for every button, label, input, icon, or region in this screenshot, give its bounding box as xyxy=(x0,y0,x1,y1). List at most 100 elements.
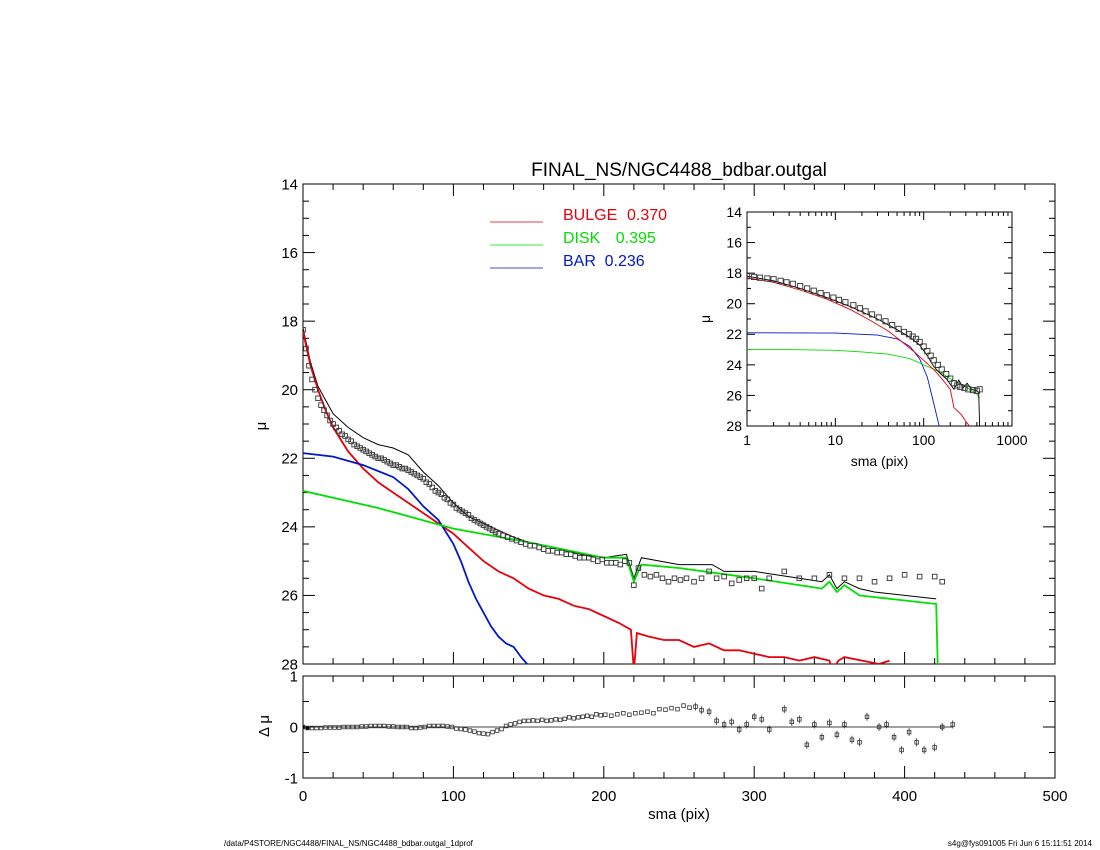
main-data-point xyxy=(312,386,318,393)
resid-y-tick-label: 0 xyxy=(290,719,298,736)
main-data-point xyxy=(527,542,533,549)
resid-data-point xyxy=(804,742,810,748)
resid-data-point xyxy=(585,713,590,718)
inset-data-point xyxy=(747,273,751,280)
resid-data-point xyxy=(580,714,585,719)
main-data-point xyxy=(635,565,642,571)
inset-y-tick-label: 22 xyxy=(726,326,742,342)
resid-data-point xyxy=(557,717,563,723)
main-y-tick-label: 14 xyxy=(281,176,298,193)
resid-data-point xyxy=(921,747,927,753)
main-data-point xyxy=(339,431,345,438)
resid-data-point xyxy=(789,719,794,725)
resid-data-point xyxy=(651,711,656,716)
resid-data-point xyxy=(327,725,333,730)
main-data-point xyxy=(387,460,393,467)
resid-data-point xyxy=(526,718,531,724)
main-data-point xyxy=(871,578,878,585)
resid-data-point xyxy=(767,727,772,732)
inset-data-point xyxy=(920,343,927,350)
resid-data-point xyxy=(309,725,315,731)
resid-data-point xyxy=(305,725,310,731)
main-data-point xyxy=(372,453,378,460)
main-data-point xyxy=(826,572,833,578)
main-data-point xyxy=(444,496,451,503)
resid-data-point xyxy=(594,712,599,717)
main-data-point xyxy=(706,568,712,575)
main-profile-panel: 14 16 18 20 22 24 26 28 μ xyxy=(253,176,1056,673)
main-data-point xyxy=(414,472,421,479)
inset-data-point xyxy=(856,305,864,312)
resid-data-point xyxy=(382,723,387,729)
main-data-point xyxy=(581,554,587,561)
inset-y-tick-label: 14 xyxy=(726,204,742,220)
inset-data-point xyxy=(810,287,817,294)
main-data-point xyxy=(348,438,354,444)
resid-data-point xyxy=(485,731,491,737)
main-data-point xyxy=(441,494,448,501)
inset-y-tick-label: 16 xyxy=(726,234,742,250)
resid-data-point xyxy=(535,718,540,724)
resid-data-point xyxy=(318,725,324,731)
resid-data-point xyxy=(884,722,889,727)
main-data-point xyxy=(554,549,560,556)
main-data-point xyxy=(438,491,445,498)
resid-data-point xyxy=(512,721,518,726)
inset-data-point xyxy=(764,275,771,282)
inset-data-point xyxy=(930,357,937,364)
inset-data-point xyxy=(850,302,857,309)
inset-data-point xyxy=(804,285,811,292)
legend-label-disk: DISK xyxy=(563,230,601,247)
main-data-point xyxy=(318,402,324,408)
resid-data-point xyxy=(729,719,734,725)
resid-data-point xyxy=(899,747,904,753)
main-y-tick-label: 26 xyxy=(281,588,298,605)
resid-data-point xyxy=(645,709,650,714)
main-data-point xyxy=(426,481,433,487)
main-y-tick-label: 28 xyxy=(281,656,298,673)
main-data-point xyxy=(306,362,312,369)
inset-x-tick-label: 100 xyxy=(912,432,936,448)
resid-data-point xyxy=(368,723,373,729)
main-data-point xyxy=(429,484,436,491)
resid-data-point xyxy=(782,706,787,712)
main-data-point xyxy=(354,443,360,450)
resid-data-point xyxy=(377,723,382,729)
inset-data-point xyxy=(895,325,902,332)
main-data-point xyxy=(489,527,496,534)
resid-data-point xyxy=(842,722,847,727)
resid-data-point xyxy=(736,727,742,732)
main-data-point xyxy=(659,575,666,582)
resid-data-point xyxy=(714,718,719,724)
main-data-point xyxy=(671,575,678,582)
resid-data-point xyxy=(669,705,674,711)
resid-data-point xyxy=(950,722,955,727)
resid-data-point xyxy=(499,726,504,732)
resid-data-point xyxy=(598,713,603,718)
resid-data-point xyxy=(706,709,712,714)
resid-data-point xyxy=(562,716,567,722)
resid-data-point xyxy=(427,723,432,729)
main-data-point xyxy=(841,575,848,582)
main-data-point xyxy=(477,520,484,527)
main-data-point xyxy=(351,441,357,448)
main-y-tick-label: 18 xyxy=(281,313,298,330)
resid-data-point xyxy=(436,723,441,729)
inset-data-point xyxy=(783,279,790,286)
legend-label-bar: BAR xyxy=(563,253,596,270)
main-data-point xyxy=(327,417,333,424)
resid-data-point xyxy=(876,724,882,730)
main-data-point xyxy=(303,326,306,333)
main-data-point xyxy=(653,572,660,578)
main-data-point xyxy=(345,436,351,443)
main-data-point xyxy=(728,580,735,587)
resid-data-point xyxy=(454,726,459,731)
main-data-point xyxy=(901,572,908,578)
main-y-tick-label: 20 xyxy=(281,382,298,399)
resid-data-point xyxy=(467,728,473,733)
main-data-point xyxy=(549,548,556,554)
main-data-point xyxy=(751,575,757,582)
inset-log-panel: 1 10 100 1000 14 16 18 20 22 24 26 28 sma (pix) μ xyxy=(697,204,1028,469)
main-data-point xyxy=(309,376,315,383)
